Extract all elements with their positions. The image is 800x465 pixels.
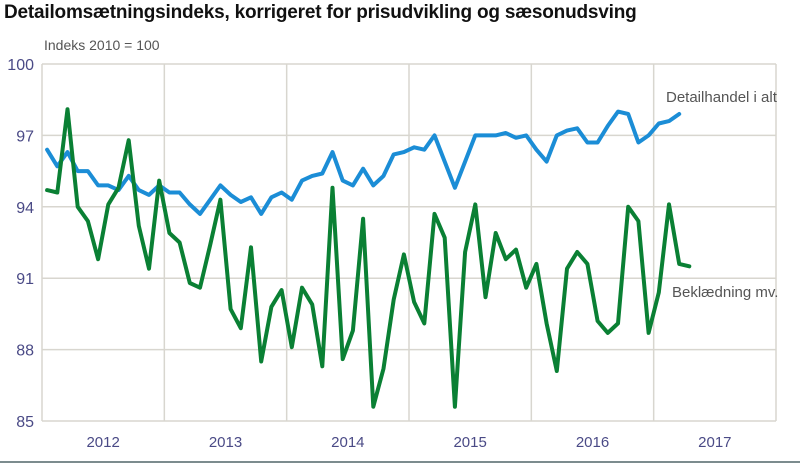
grid: [41, 63, 777, 422]
y-tick-label: 97: [16, 128, 34, 145]
x-tick-label: 2014: [331, 434, 364, 451]
series-line-clothing: [45, 107, 692, 409]
series-labels: Detailhandel i alt Beklædning mv.: [666, 89, 778, 301]
y-tick-label: 100: [7, 57, 34, 74]
x-axis: 2012 2013 2014 2015 2016 2017: [86, 434, 731, 451]
x-tick-label: 2016: [576, 434, 609, 451]
unit-label: Indeks 2010 = 100: [44, 37, 160, 53]
y-tick-label: 85: [16, 414, 34, 431]
y-tick-label: 88: [16, 343, 34, 360]
chart-title: Detailomsætningsindeks, korrigeret for p…: [4, 2, 637, 23]
y-tick-label: 91: [16, 271, 34, 288]
y-tick-label: 94: [16, 200, 34, 217]
series-lines: [45, 107, 692, 409]
series-line-total: [45, 109, 682, 216]
x-tick-label: 2017: [698, 434, 731, 451]
y-axis: 85 88 91 94 97 100: [7, 57, 34, 431]
x-tick-label: 2012: [86, 434, 119, 451]
x-tick-label: 2013: [209, 434, 242, 451]
x-tick-label: 2015: [453, 434, 486, 451]
series-label-total: Detailhandel i alt: [666, 89, 778, 106]
series-label-clothing: Beklædning mv.: [672, 284, 778, 301]
bottom-divider: [0, 461, 800, 463]
